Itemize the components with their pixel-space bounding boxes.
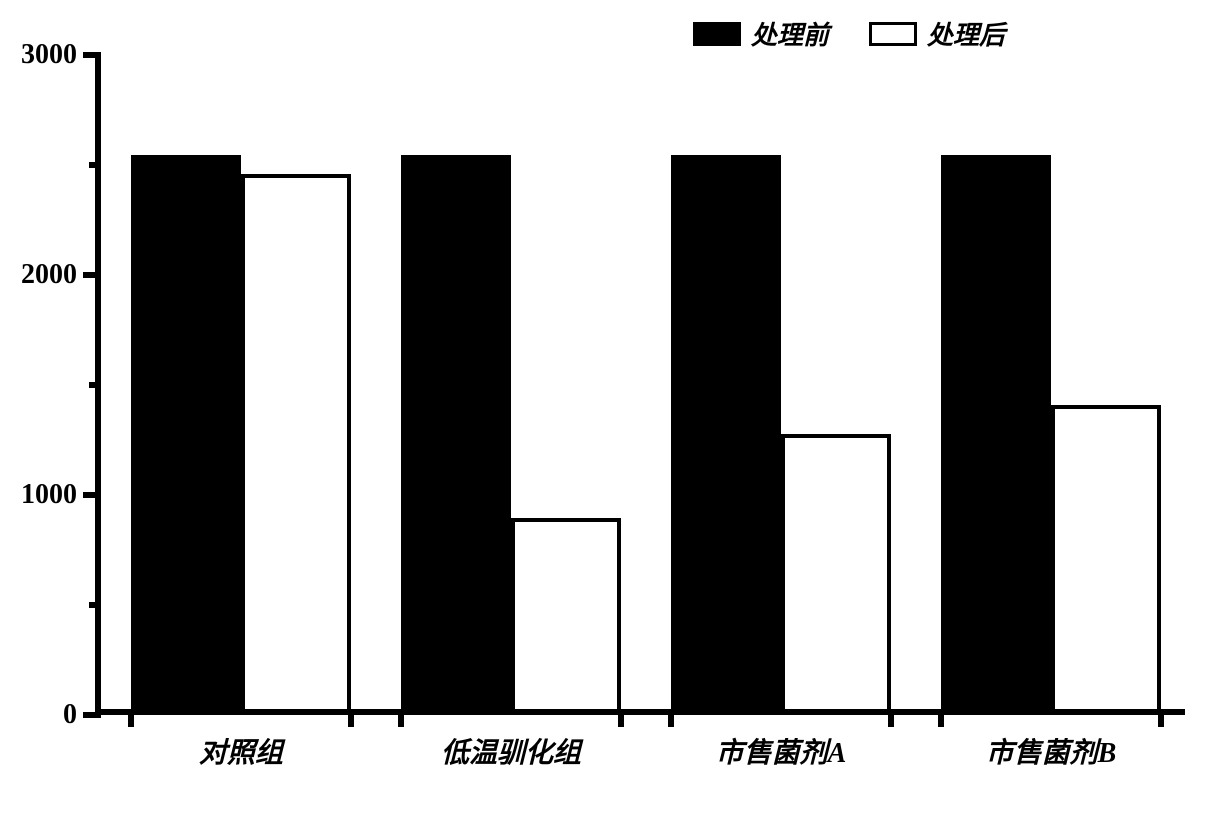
plot-area: 0100020003000对照组低温驯化组市售菌剂A市售菌剂B [95, 55, 1185, 715]
y-minor-tick [89, 382, 101, 388]
x-axis-label: 低温驯化组 [441, 731, 581, 771]
x-tick [618, 709, 624, 727]
bar-after [241, 174, 351, 709]
bar-before [401, 155, 511, 709]
legend: 处理前 处理后 [693, 15, 1005, 52]
legend-label-before: 处理前 [751, 15, 829, 52]
y-minor-tick [89, 602, 101, 608]
y-axis-label: 2000 [21, 259, 101, 291]
bar-group [131, 155, 351, 709]
y-minor-tick [89, 162, 101, 168]
bar-after [511, 518, 621, 709]
x-tick [128, 709, 134, 727]
legend-item-after: 处理后 [869, 15, 1005, 52]
y-axis-label: 0 [63, 699, 101, 731]
bar-before [131, 155, 241, 709]
bar-chart: 处理前 处理后 0100020003000对照组低温驯化组市售菌剂A市售菌剂B [95, 55, 1185, 715]
y-axis-label: 1000 [21, 479, 101, 511]
y-axis-label: 3000 [21, 39, 101, 71]
bar-after [781, 434, 891, 709]
legend-label-after: 处理后 [927, 15, 1005, 52]
x-tick [1158, 709, 1164, 727]
x-axis-label: 对照组 [199, 731, 283, 771]
bar-after [1051, 405, 1161, 709]
x-tick [668, 709, 674, 727]
legend-swatch-before [693, 22, 741, 46]
bar-before [941, 155, 1051, 709]
x-tick [938, 709, 944, 727]
x-tick [348, 709, 354, 727]
x-axis-label: 市售菌剂A [716, 731, 847, 771]
legend-item-before: 处理前 [693, 15, 829, 52]
x-tick [398, 709, 404, 727]
bar-group [941, 155, 1161, 709]
x-axis-label: 市售菌剂B [986, 731, 1117, 771]
bar-group [671, 155, 891, 709]
bar-before [671, 155, 781, 709]
bar-group [401, 155, 621, 709]
x-tick [888, 709, 894, 727]
legend-swatch-after [869, 22, 917, 46]
